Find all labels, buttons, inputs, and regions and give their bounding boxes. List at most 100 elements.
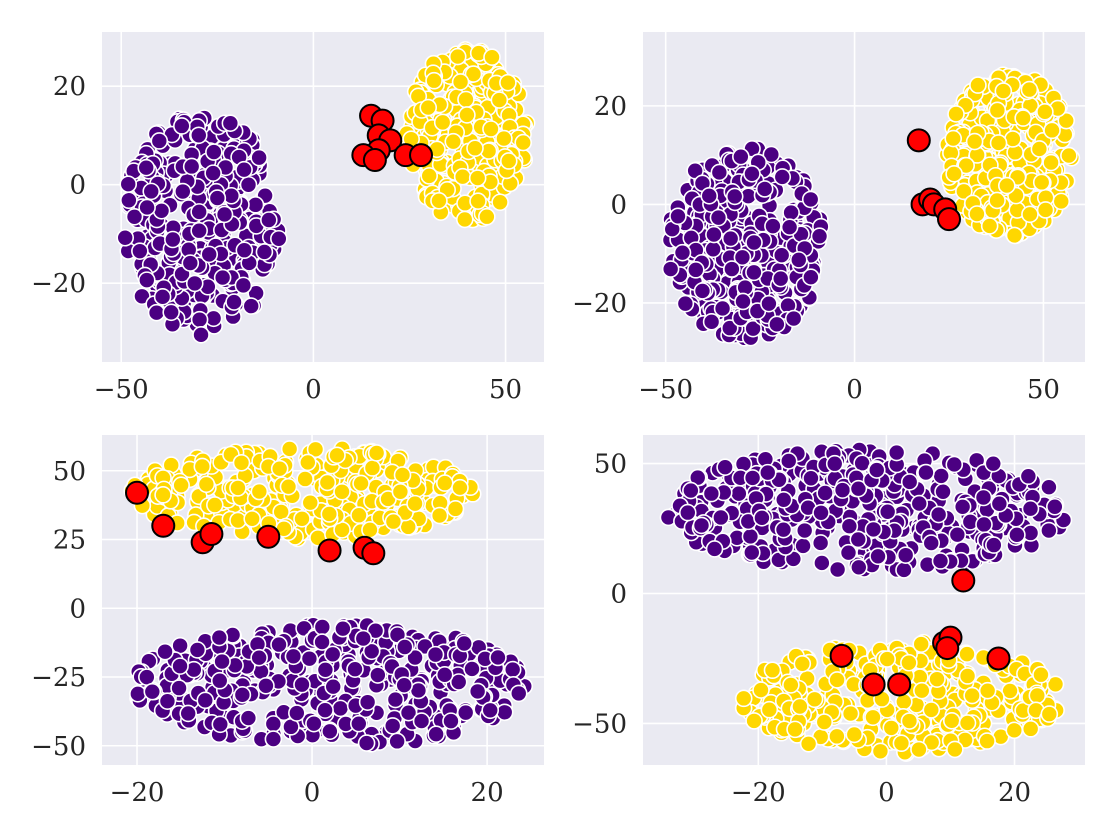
scatter-point <box>239 175 258 194</box>
scatter-point <box>958 645 976 663</box>
scatter-point <box>1046 497 1064 516</box>
scatter-point <box>388 732 406 751</box>
points-layer <box>661 66 1081 347</box>
scatter-point <box>120 191 138 210</box>
scatter-point <box>386 690 405 709</box>
scatter-point <box>752 681 770 699</box>
scatter-point <box>816 484 834 502</box>
scatter-point <box>495 129 513 148</box>
scatter-point <box>206 496 224 514</box>
scatter-point <box>232 453 251 472</box>
scatter-point <box>900 473 919 491</box>
scatter-point <box>773 168 792 186</box>
scatter-point <box>709 208 728 227</box>
scatter-point <box>871 742 890 761</box>
y-tick-label: 50 <box>53 457 86 487</box>
scatter-point <box>704 240 722 259</box>
scatter-point <box>791 697 809 716</box>
scatter-point <box>913 681 931 700</box>
scatter-point <box>1021 205 1039 224</box>
scatter-point <box>1019 467 1038 486</box>
scatter-point <box>162 303 180 322</box>
scatter-point <box>1004 130 1022 148</box>
x-tick-label: 0 <box>305 375 322 405</box>
scatter-point <box>782 676 800 694</box>
scatter-point <box>955 182 973 201</box>
scatter-point <box>947 105 965 123</box>
scatter-point <box>945 455 964 474</box>
scatter-point <box>945 165 963 183</box>
scatter-point <box>457 90 475 109</box>
scatter-point <box>264 715 283 733</box>
scatter-point <box>1052 192 1071 211</box>
scatter-point <box>929 505 948 524</box>
scatter-point <box>444 132 463 151</box>
scatter-point <box>358 693 377 711</box>
scatter-point <box>242 297 261 315</box>
scatter-point <box>825 454 844 473</box>
scatter-point <box>503 660 522 679</box>
scatter-point <box>137 158 156 177</box>
scatter-point <box>193 457 212 476</box>
y-tick-label: −20 <box>572 289 627 319</box>
scatter-point <box>867 461 886 479</box>
scatter-point <box>395 676 413 695</box>
scatter-point <box>179 704 198 723</box>
scatter-point <box>892 734 911 753</box>
scatter-point <box>250 482 269 501</box>
scatter-point <box>499 73 517 92</box>
scatter-point <box>453 167 472 186</box>
scatter-point <box>495 703 514 722</box>
x-tick-label: 50 <box>1027 375 1060 405</box>
y-tick-label: −50 <box>572 709 627 739</box>
scatter-point <box>383 717 402 735</box>
scatter-point <box>812 503 830 522</box>
scatter-point <box>430 506 449 525</box>
scatter-point <box>755 180 774 198</box>
scatter-point <box>948 525 967 544</box>
scatter-point <box>958 667 977 685</box>
scatter-point <box>137 271 156 289</box>
scatter-point <box>1001 682 1019 700</box>
scatter-point <box>669 207 687 226</box>
scatter-point <box>745 233 763 252</box>
scatter-point <box>1014 109 1032 127</box>
scatter-point <box>922 701 941 719</box>
scatter-point <box>732 147 750 166</box>
scatter-point <box>200 245 219 264</box>
scatter-point <box>323 645 342 664</box>
subplot-bottom-right: −20 0 20 −50 0 50 <box>572 435 1085 808</box>
scatter-point <box>150 132 169 150</box>
scatter-point <box>279 477 298 496</box>
scatter-point <box>321 722 339 741</box>
scatter-point <box>882 719 901 737</box>
scatter-point <box>934 482 952 501</box>
scatter-point <box>478 207 496 226</box>
scatter-point <box>733 248 752 267</box>
scatter-point <box>190 203 208 221</box>
scatter-point <box>953 498 972 516</box>
scatter-point <box>1032 665 1050 684</box>
scatter-point <box>810 227 829 246</box>
highlighted-point <box>125 480 150 505</box>
scatter-point <box>436 474 454 492</box>
scatter-point <box>900 653 918 672</box>
scatter-point <box>784 309 803 328</box>
scatter-point <box>442 712 460 730</box>
y-tick-label: 0 <box>610 190 627 220</box>
scatter-point <box>446 500 465 518</box>
scatter-point <box>142 182 161 201</box>
scatter-point <box>774 490 793 509</box>
scatter-point <box>721 229 740 248</box>
scatter-point <box>1042 153 1060 172</box>
scatter-point <box>743 164 761 183</box>
scatter-point <box>928 670 946 688</box>
scatter-point <box>815 713 834 731</box>
scatter-point <box>1028 686 1047 705</box>
scatter-point <box>833 481 852 499</box>
scatter-point <box>702 313 721 331</box>
scatter-point <box>481 701 500 720</box>
scatter-point <box>1057 111 1076 130</box>
scatter-point <box>1043 121 1061 140</box>
scatter-point <box>349 714 368 733</box>
